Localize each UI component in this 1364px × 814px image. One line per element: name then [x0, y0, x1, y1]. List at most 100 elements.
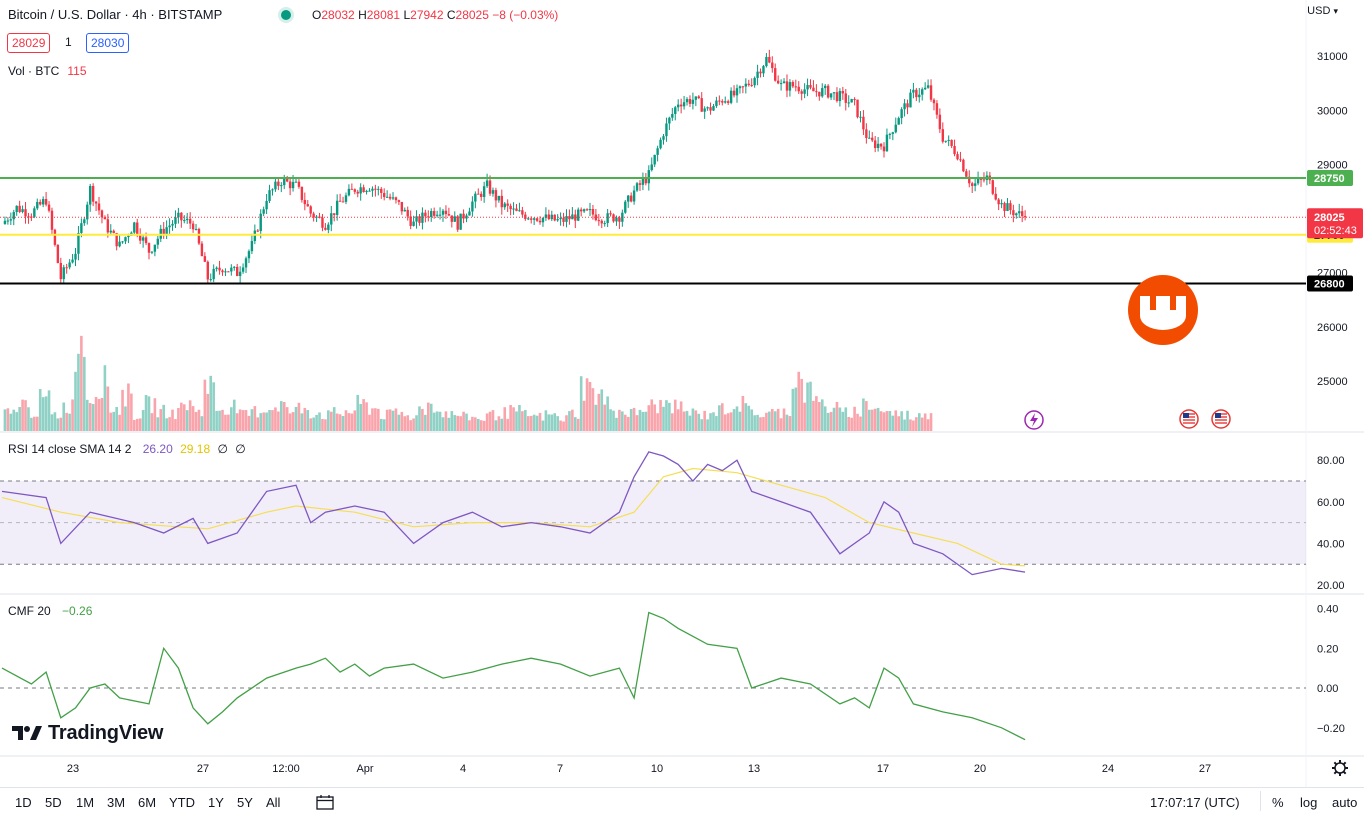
candle-body — [41, 199, 45, 205]
candle-body — [435, 214, 439, 216]
range-1d-button[interactable]: 1D — [15, 795, 32, 810]
range-all-button[interactable]: All — [266, 795, 281, 810]
volume-bar — [400, 411, 404, 431]
tradingview-wordmark[interactable]: TradingView — [48, 722, 164, 744]
candle-body — [3, 220, 7, 224]
percent-scale-toggle[interactable]: % — [1272, 795, 1284, 810]
rsi-value: 26.20 — [142, 442, 173, 456]
log-scale-toggle[interactable]: log — [1300, 795, 1318, 810]
volume-bar — [282, 402, 286, 431]
candle-body — [918, 94, 921, 98]
candle-body — [744, 83, 748, 87]
volume-bar — [870, 409, 874, 431]
range-1y-button[interactable]: 1Y — [208, 795, 224, 810]
volume-bar — [835, 401, 839, 431]
range-3m-button[interactable]: 3M — [107, 795, 126, 810]
candle-body — [227, 271, 230, 273]
candle-body — [656, 148, 659, 155]
volume-bar — [823, 406, 827, 431]
candle-body — [33, 208, 36, 217]
candle-body — [474, 193, 477, 202]
candle-body — [24, 209, 27, 217]
candle-body — [39, 201, 42, 205]
candle-body — [821, 88, 824, 97]
candle-body — [138, 234, 142, 241]
buy-price-button[interactable]: 28030 — [86, 33, 130, 53]
utc-clock[interactable]: 17:07:17 (UTC) — [1150, 795, 1240, 810]
volume-bar — [894, 410, 898, 431]
candle-body — [679, 104, 683, 107]
candle-body — [471, 201, 474, 212]
volume-legend[interactable]: Vol · BTC 115 — [8, 64, 87, 78]
symbol-title[interactable]: Bitcoin / U.S. Dollar · 4h · BITSTAMP — [8, 7, 223, 22]
rsi-legend[interactable]: RSI 14 close SMA 14 2 26.20 29.18 ∅ ∅ — [8, 442, 246, 456]
candle-body — [715, 100, 718, 107]
volume-bar — [391, 410, 395, 431]
candle-body — [338, 200, 342, 202]
volume-bar — [559, 420, 562, 431]
candle-body — [109, 230, 112, 233]
volume-bar — [650, 399, 654, 431]
sell-price-button[interactable]: 28029 — [7, 33, 51, 53]
candle-body — [427, 216, 430, 218]
range-5y-button[interactable]: 5Y — [237, 795, 253, 810]
volume-bar — [218, 410, 221, 431]
volume-bar — [74, 371, 77, 431]
auto-scale-toggle[interactable]: auto — [1332, 795, 1358, 810]
range-6m-button[interactable]: 6M — [138, 795, 157, 810]
candle-body — [865, 129, 868, 139]
candle-body — [494, 190, 498, 201]
range-1m-button[interactable]: 1M — [76, 795, 95, 810]
volume-bar — [424, 414, 427, 431]
volume-bar — [388, 409, 392, 431]
candle-body — [177, 212, 180, 218]
candle-body — [124, 237, 127, 242]
candle-body — [333, 213, 336, 215]
candle-body — [515, 208, 518, 211]
settings-gear-icon[interactable] — [1334, 762, 1346, 774]
candle-body — [230, 267, 233, 272]
volume-bar — [403, 416, 407, 431]
volume-bar — [906, 410, 909, 431]
volume-bar — [588, 381, 592, 431]
candle-body — [782, 81, 786, 84]
volume-bar — [262, 412, 265, 431]
volume-bar — [141, 409, 145, 431]
candle-body — [362, 187, 365, 193]
candle-body — [503, 203, 506, 208]
range-ytd-button[interactable]: YTD — [169, 795, 195, 810]
range-5d-button[interactable]: 5D — [45, 795, 62, 810]
volume-bar — [277, 411, 280, 431]
candle-body — [491, 190, 495, 194]
volume-bar — [488, 411, 492, 431]
currency-selector[interactable]: USD ▾ — [1307, 5, 1338, 17]
time-tick-label: 17 — [877, 763, 889, 775]
candle-body — [368, 190, 371, 192]
ohlc-readout: O28032 H28081 L27942 C28025 −8 (−0.03%) — [312, 8, 559, 22]
date-range-calendar-icon[interactable] — [316, 795, 334, 810]
volume-bar — [788, 416, 792, 431]
candle-body — [726, 101, 730, 103]
volume-bar — [397, 414, 401, 431]
volume-bar — [444, 411, 448, 431]
volume-bar — [9, 413, 13, 431]
candle-body — [794, 86, 797, 88]
ohlc-low: 27942 — [410, 8, 444, 22]
candle-body — [941, 129, 944, 142]
volume-bar — [318, 412, 321, 431]
candle-body — [424, 212, 427, 217]
volume-bar — [909, 419, 912, 431]
volume-bar — [324, 419, 327, 431]
candle-body — [150, 251, 154, 253]
volume-bar — [306, 410, 310, 431]
candle-body — [1023, 216, 1027, 218]
candle-body — [115, 233, 118, 247]
candle-body — [191, 223, 195, 230]
rsi-tick-label: 80.00 — [1317, 455, 1345, 467]
candle-body — [21, 209, 24, 212]
volume-bar — [885, 411, 889, 431]
cmf-legend[interactable]: CMF 20 −0.26 — [8, 604, 92, 618]
candle-body — [147, 243, 151, 253]
